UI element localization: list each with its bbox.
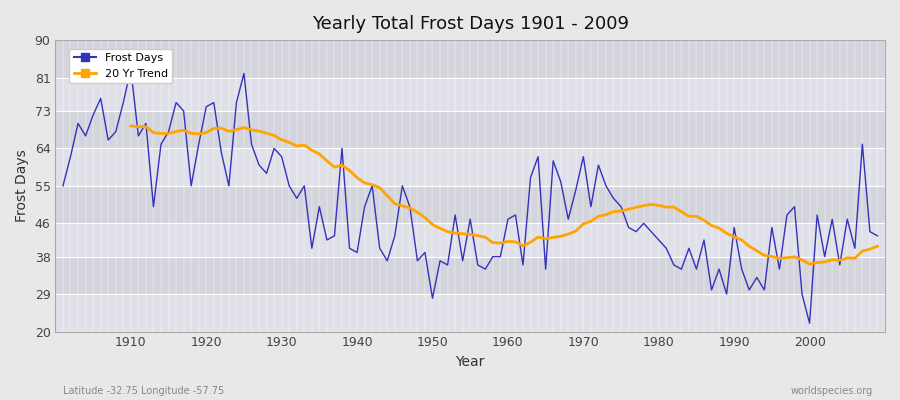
Bar [56, 148, 885, 186]
Bar [56, 186, 885, 223]
Bar [56, 111, 885, 148]
Title: Yearly Total Frost Days 1901 - 2009: Yearly Total Frost Days 1901 - 2009 [311, 15, 629, 33]
Y-axis label: Frost Days: Frost Days [15, 150, 29, 222]
Bar [56, 223, 885, 257]
Bar [56, 257, 885, 294]
X-axis label: Year: Year [455, 355, 485, 369]
Bar [56, 78, 885, 111]
Bar [56, 294, 885, 332]
Legend: Frost Days, 20 Yr Trend: Frost Days, 20 Yr Trend [69, 48, 173, 83]
Text: worldspecies.org: worldspecies.org [791, 386, 873, 396]
Bar [56, 40, 885, 78]
Text: Latitude -32.75 Longitude -57.75: Latitude -32.75 Longitude -57.75 [63, 386, 224, 396]
